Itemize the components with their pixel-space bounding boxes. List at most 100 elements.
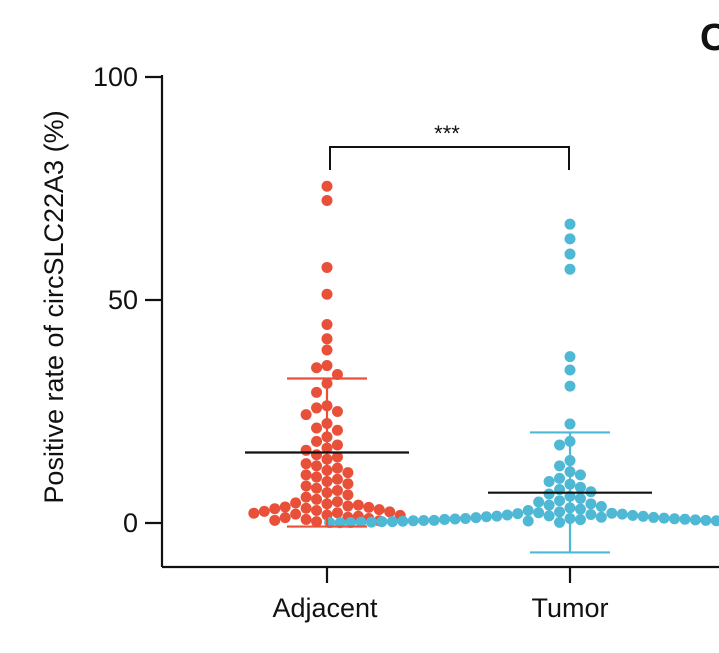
- adjacent-data-point: [342, 467, 354, 479]
- adjacent-data-point: [311, 449, 323, 461]
- tumor-data-point: [564, 248, 576, 260]
- x-tick-label-adjacent: Adjacent: [272, 593, 378, 623]
- tumor-data-point: [554, 460, 566, 472]
- adjacent-data-point: [311, 482, 323, 494]
- tumor-data-point: [574, 469, 586, 481]
- tumor-data-point: [574, 503, 586, 515]
- adjacent-data-point: [300, 480, 312, 492]
- tumor-data-point: [574, 481, 586, 493]
- tumor-data-point: [585, 498, 597, 510]
- y-axis: 100 50 0 Positive rate of circSLC22A3 (%…: [39, 62, 164, 567]
- tumor-data-point: [439, 513, 451, 525]
- bracket-line: [329, 146, 570, 170]
- tumor-data-point: [554, 439, 566, 451]
- adjacent-data-point: [311, 435, 323, 447]
- adjacent-data-point: [331, 451, 343, 463]
- tumor-data-point: [554, 495, 566, 507]
- tumor-data-point: [345, 517, 357, 529]
- adjacent-data-point: [311, 516, 323, 528]
- tumor-data-point: [491, 510, 503, 522]
- tumor-data-point: [460, 513, 471, 525]
- tumor-data-point: [522, 515, 534, 527]
- tumor-data-point: [512, 508, 524, 520]
- adjacent-data-point: [321, 319, 333, 331]
- adjacent-data-point: [321, 288, 333, 300]
- adjacent-data-point: [311, 362, 323, 374]
- adjacent-data-point: [300, 444, 312, 456]
- adjacent-data-point: [300, 469, 312, 481]
- adjacent-data-point: [290, 497, 302, 509]
- tumor-data-point: [522, 505, 534, 517]
- tumor-data-point: [533, 496, 545, 508]
- tumor-data-point: [554, 506, 566, 518]
- tumor-data-point: [564, 418, 576, 430]
- adjacent-data-point: [331, 424, 343, 436]
- tumor-data-point: [564, 364, 576, 376]
- tumor-data-point: [470, 512, 482, 524]
- tumor-data-point: [386, 516, 398, 528]
- adjacent-data-point: [311, 460, 323, 472]
- tumor-data-point: [637, 510, 649, 522]
- adjacent-data-point: [331, 462, 343, 474]
- adjacent-data-point: [331, 406, 343, 417]
- adjacent-data-point: [311, 402, 323, 414]
- mean-sd-bars: [245, 377, 652, 554]
- tumor-data-point: [543, 510, 555, 522]
- tumor-data-point: [397, 515, 409, 527]
- tumor-data-point: [355, 516, 367, 528]
- adjacent-data-point: [300, 458, 312, 470]
- adjacent-data-point: [269, 514, 281, 526]
- tumor-data-point: [679, 513, 691, 525]
- tumor-data-point: [564, 218, 576, 230]
- tumor-data-point: [543, 488, 555, 500]
- tumor-data-point: [564, 233, 576, 245]
- x-tick-label-tumor: Tumor: [531, 593, 608, 623]
- tumor-data-point: [574, 514, 586, 526]
- tumor-data-point: [554, 472, 566, 484]
- tumor-data-point: [616, 508, 628, 520]
- tumor-data-point: [648, 511, 660, 523]
- tumor-data-point: [595, 500, 607, 512]
- tumor-data-point: [627, 509, 639, 521]
- tumor-data-point: [501, 509, 513, 521]
- adjacent-data-point: [363, 501, 375, 513]
- tumor-data-point: [564, 263, 576, 275]
- tumor-data-point: [428, 514, 440, 526]
- tumor-data-point: [669, 513, 680, 525]
- adjacent-data-point: [311, 493, 323, 505]
- tumor-data-point: [595, 511, 607, 523]
- tumor-data-point: [574, 492, 586, 504]
- adjacent-data-point: [321, 333, 333, 345]
- adjacent-data-point: [331, 484, 343, 496]
- tumor-data-point: [449, 513, 461, 525]
- adjacent-data-point: [311, 386, 323, 398]
- adjacent-data-point: [279, 512, 291, 524]
- adjacent-data-point: [248, 507, 260, 519]
- tumor-data-point: [689, 514, 701, 526]
- tumor-data-point: [710, 515, 719, 527]
- adjacent-data-point: [269, 503, 281, 515]
- y-tick-label-100: 100: [93, 62, 138, 92]
- adjacent-data-point: [331, 439, 343, 451]
- adjacent-data-point: [384, 506, 396, 518]
- adjacent-data-point: [290, 508, 302, 520]
- tumor-data-point: [543, 499, 555, 511]
- adjacent-data-point: [311, 471, 323, 483]
- adjacent-data-point: [321, 261, 333, 273]
- adjacent-data-point: [300, 513, 312, 525]
- y-tick-label-50: 50: [108, 285, 138, 315]
- adjacent-data-point: [300, 491, 312, 503]
- tumor-data-point: [658, 512, 670, 524]
- adjacent-data-point: [258, 505, 270, 517]
- tumor-data-point: [564, 380, 576, 392]
- adjacent-data-point: [352, 499, 364, 511]
- tumor-data-point: [554, 516, 566, 528]
- y-axis-title: Positive rate of circSLC22A3 (%): [39, 110, 69, 503]
- adjacent-data-point: [331, 496, 343, 508]
- significance-bracket: ***: [329, 121, 570, 170]
- tumor-data-point: [376, 516, 388, 528]
- tumor-data-point: [606, 507, 618, 519]
- adjacent-data-point: [321, 180, 333, 192]
- tumor-data-point: [407, 515, 419, 527]
